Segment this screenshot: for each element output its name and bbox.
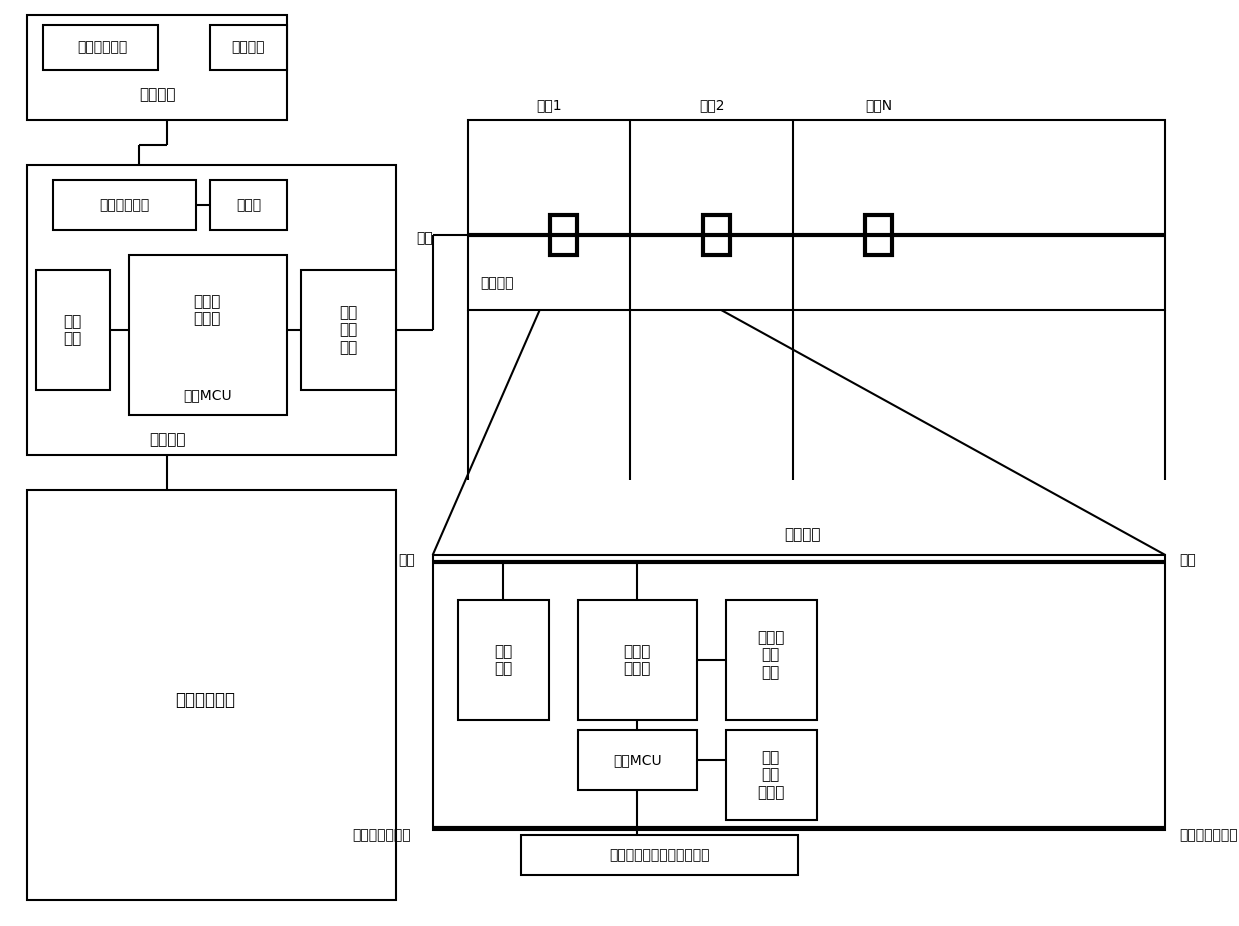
Text: 车位单元: 车位单元 bbox=[784, 528, 820, 543]
Bar bbox=[211, 25, 286, 70]
Bar bbox=[577, 730, 698, 790]
Text: 总线: 总线 bbox=[399, 553, 415, 567]
Bar bbox=[27, 15, 286, 120]
Text: 电池组: 电池组 bbox=[235, 198, 261, 212]
Bar bbox=[27, 490, 396, 900]
Text: 能量管理模块: 能量管理模块 bbox=[99, 198, 149, 212]
Bar bbox=[468, 120, 1166, 310]
Bar bbox=[432, 555, 1166, 830]
Text: 车位1: 车位1 bbox=[536, 98, 563, 112]
Bar bbox=[27, 165, 396, 455]
Bar bbox=[52, 180, 196, 230]
Bar bbox=[211, 180, 286, 230]
Text: 短距离
通信
模块: 短距离 通信 模块 bbox=[757, 630, 784, 680]
Text: 车位2: 车位2 bbox=[699, 98, 725, 112]
Text: 车位判
决算法: 车位判 决算法 bbox=[193, 294, 221, 326]
Bar bbox=[129, 255, 286, 415]
Bar bbox=[703, 215, 730, 255]
Text: 能量采集模块: 能量采集模块 bbox=[77, 40, 128, 54]
Text: 动态监测传感信号处理模块: 动态监测传感信号处理模块 bbox=[608, 848, 710, 862]
Bar bbox=[301, 270, 396, 390]
Bar bbox=[577, 600, 698, 720]
Bar bbox=[43, 25, 157, 70]
Bar bbox=[726, 730, 817, 820]
Text: 动态检测传感带: 动态检测传感带 bbox=[352, 828, 411, 842]
Bar bbox=[458, 600, 549, 720]
Text: 市电输入: 市电输入 bbox=[232, 40, 265, 54]
Text: 车位N: 车位N bbox=[865, 98, 892, 112]
Bar bbox=[36, 270, 110, 390]
Text: 总控MCU: 总控MCU bbox=[183, 388, 232, 402]
Bar bbox=[520, 835, 798, 875]
Bar bbox=[865, 215, 892, 255]
Text: 动态检测传感带: 动态检测传感带 bbox=[1180, 828, 1238, 842]
Text: 供电模块: 供电模块 bbox=[139, 87, 176, 103]
Text: 总线: 总线 bbox=[1180, 553, 1197, 567]
Text: 总线通
信模块: 总线通 信模块 bbox=[623, 644, 650, 676]
Text: 总线
通信
模块: 总线 通信 模块 bbox=[339, 305, 358, 355]
Text: 电源
模块: 电源 模块 bbox=[494, 644, 513, 676]
Text: 总线: 总线 bbox=[416, 231, 432, 245]
Text: 通信
模块: 通信 模块 bbox=[63, 314, 82, 346]
Bar bbox=[726, 600, 817, 720]
Text: 数据处理中心: 数据处理中心 bbox=[176, 691, 235, 709]
Bar bbox=[550, 215, 577, 255]
Text: 车位单元: 车位单元 bbox=[481, 276, 514, 290]
Text: 状态
检测
传感器: 状态 检测 传感器 bbox=[757, 750, 784, 800]
Text: 车位MCU: 车位MCU bbox=[613, 753, 662, 767]
Text: 总控单元: 总控单元 bbox=[149, 432, 186, 447]
